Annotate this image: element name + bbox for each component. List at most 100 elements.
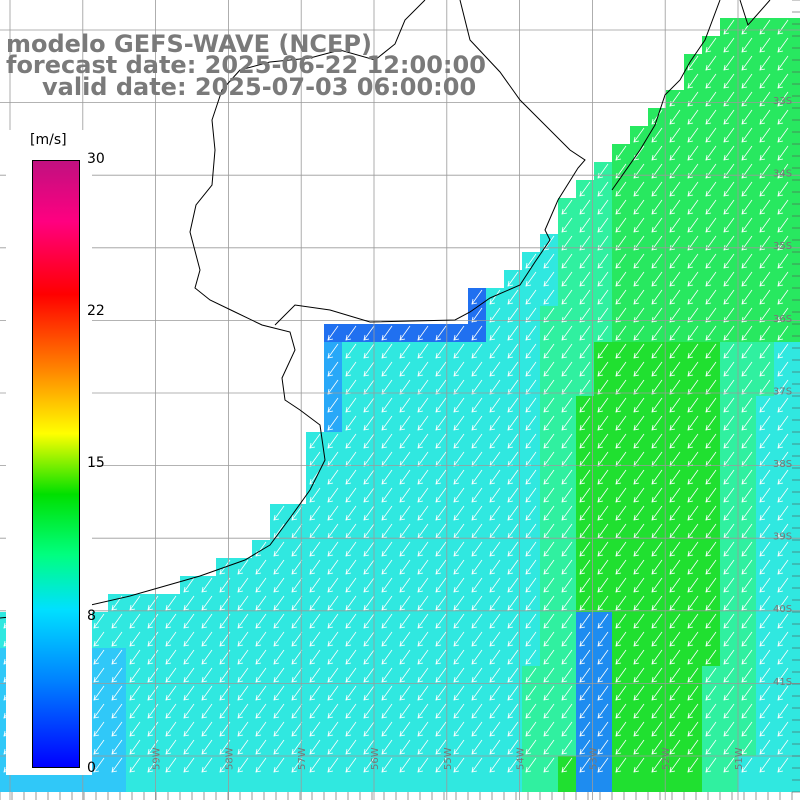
- wind-arrow: [327, 469, 339, 485]
- wind-arrow: [705, 595, 717, 611]
- wind-arrow: [741, 253, 753, 269]
- wind-arrow: [669, 757, 681, 773]
- wind-arrow: [543, 541, 555, 557]
- wind-arrow: [705, 199, 717, 215]
- wind-arrow: [561, 415, 573, 431]
- wind-arrow: [723, 667, 735, 683]
- wind-arrow: [741, 343, 753, 359]
- wind-arrow: [435, 577, 447, 593]
- wind-arrow: [597, 505, 609, 521]
- wind-arrow: [255, 631, 267, 647]
- wind-arrow: [669, 361, 681, 377]
- wind-arrow: [615, 145, 627, 161]
- wind-arrow: [759, 739, 771, 755]
- wind-arrow: [291, 613, 303, 629]
- wind-arrow: [705, 541, 717, 557]
- wind-arrow: [687, 199, 699, 215]
- wind-arrow: [561, 613, 573, 629]
- wind-arrow: [723, 487, 735, 503]
- wind-arrow: [669, 613, 681, 629]
- wind-arrow: [741, 199, 753, 215]
- wind-arrow: [435, 739, 447, 755]
- wind-arrow: [489, 649, 501, 665]
- wind-arrow: [327, 325, 339, 341]
- wind-arrow: [525, 433, 537, 449]
- wind-arrow: [633, 649, 645, 665]
- wind-cell: [198, 774, 216, 792]
- wind-arrow: [273, 505, 285, 521]
- wind-arrow: [345, 613, 357, 629]
- wind-arrow: [165, 721, 177, 737]
- wind-arrow: [471, 559, 483, 575]
- wind-arrow: [633, 595, 645, 611]
- wind-arrow: [291, 577, 303, 593]
- wind-arrow: [489, 361, 501, 377]
- wind-arrow: [597, 199, 609, 215]
- wind-cell: [486, 774, 504, 792]
- wind-arrow: [363, 721, 375, 737]
- wind-arrow: [345, 559, 357, 575]
- wind-arrow: [687, 685, 699, 701]
- wind-arrow: [543, 253, 555, 269]
- wind-arrow: [147, 667, 159, 683]
- colorbar-label-15: 15: [87, 455, 105, 471]
- wind-arrow: [381, 667, 393, 683]
- wind-arrow: [777, 127, 789, 143]
- wind-arrow: [543, 685, 555, 701]
- wind-arrow: [489, 685, 501, 701]
- wind-arrow: [561, 703, 573, 719]
- wind-arrow: [705, 253, 717, 269]
- wind-cell: [792, 414, 800, 432]
- wind-arrow: [471, 397, 483, 413]
- wind-arrow: [687, 55, 699, 71]
- wind-arrow: [363, 757, 375, 773]
- wind-arrow: [381, 595, 393, 611]
- wind-arrow: [525, 271, 537, 287]
- wind-arrow: [741, 145, 753, 161]
- wind-arrow: [633, 127, 645, 143]
- wind-arrow: [399, 487, 411, 503]
- wind-arrow: [327, 415, 339, 431]
- wind-arrow: [561, 343, 573, 359]
- wind-arrow: [777, 145, 789, 161]
- wind-arrow: [255, 757, 267, 773]
- wind-cell: [90, 774, 108, 792]
- wind-arrow: [561, 595, 573, 611]
- wind-arrow: [525, 361, 537, 377]
- wind-arrow: [687, 181, 699, 197]
- wind-cell: [792, 198, 800, 216]
- wind-arrow: [597, 577, 609, 593]
- wind-arrow: [183, 739, 195, 755]
- wind-arrow: [597, 415, 609, 431]
- wind-arrow: [651, 253, 663, 269]
- wind-arrow: [471, 577, 483, 593]
- wind-arrow: [633, 199, 645, 215]
- wind-arrow: [561, 757, 573, 773]
- wind-arrow: [633, 253, 645, 269]
- wind-arrow: [597, 559, 609, 575]
- wind-arrow: [777, 685, 789, 701]
- wind-arrow: [435, 415, 447, 431]
- colorbar-label-22: 22: [87, 303, 105, 319]
- wind-arrow: [381, 577, 393, 593]
- wind-arrow: [633, 703, 645, 719]
- wind-arrow: [147, 721, 159, 737]
- wind-arrow: [633, 667, 645, 683]
- wind-arrow: [273, 559, 285, 575]
- wind-arrow: [651, 181, 663, 197]
- wind-arrow: [309, 559, 321, 575]
- wind-arrow: [471, 595, 483, 611]
- wind-arrow: [453, 487, 465, 503]
- wind-arrow: [273, 595, 285, 611]
- wind-arrow: [327, 397, 339, 413]
- wind-arrow: [201, 721, 213, 737]
- wind-arrow: [435, 649, 447, 665]
- wind-arrow: [741, 325, 753, 341]
- wind-cell: [792, 162, 800, 180]
- wind-cell: [432, 774, 450, 792]
- wind-arrow: [561, 505, 573, 521]
- wind-arrow: [543, 469, 555, 485]
- wind-cell: [792, 396, 800, 414]
- wind-arrow: [399, 397, 411, 413]
